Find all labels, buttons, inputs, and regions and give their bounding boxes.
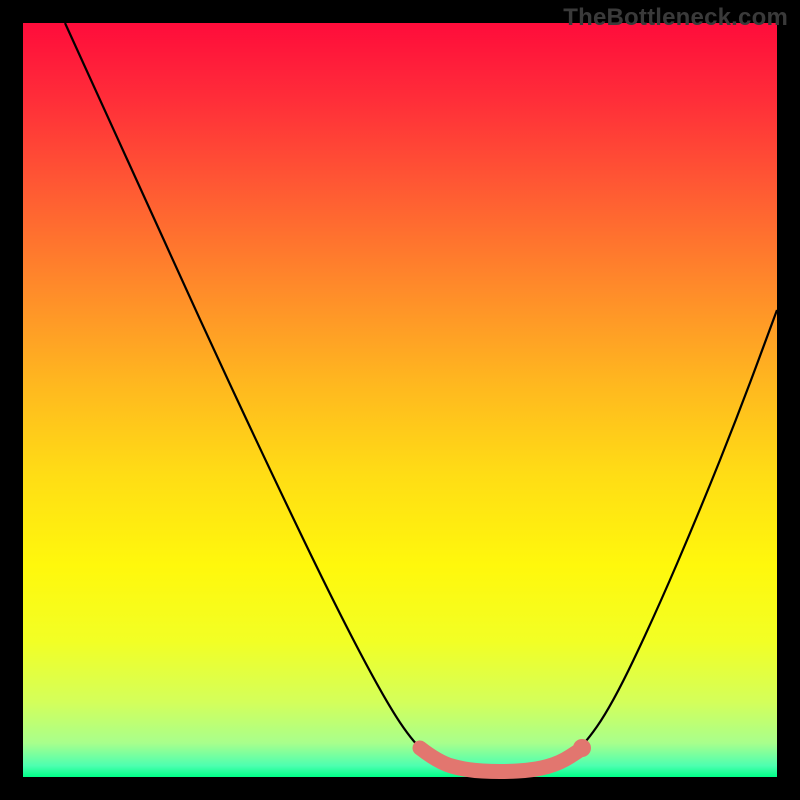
chart-container: { "canvas": { "width": 800, "height": 80… bbox=[0, 0, 800, 800]
plot-background bbox=[23, 23, 777, 777]
watermark-text: TheBottleneck.com bbox=[563, 4, 788, 32]
optimal-point-dot bbox=[573, 739, 591, 757]
bottleneck-chart bbox=[0, 0, 800, 800]
